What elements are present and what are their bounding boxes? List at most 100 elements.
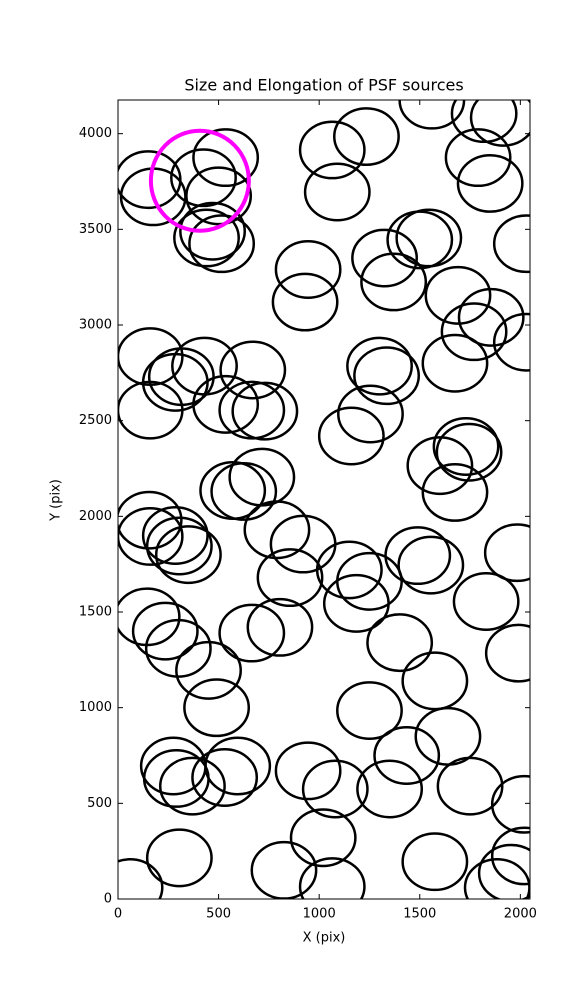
psf-ellipse (218, 380, 286, 440)
psf-ellipse (490, 826, 530, 886)
psf-ellipse (118, 380, 184, 440)
psf-ellipse (218, 603, 286, 663)
psf-ellipse (170, 148, 237, 208)
psf-ellipse (477, 843, 530, 899)
psf-ellipse (243, 500, 311, 560)
psf-ellipse (452, 572, 520, 631)
psf-ellipse (173, 208, 240, 268)
x-axis-label: X (pix) (303, 931, 346, 946)
psf-ellipse (274, 741, 342, 801)
psf-ellipse (414, 706, 482, 766)
psf-ellipse (315, 540, 383, 600)
psf-ellipse (490, 774, 530, 834)
psf-ellipse (333, 107, 400, 167)
plot-area (118, 100, 530, 899)
psf-ellipse (373, 726, 441, 785)
y-tick-label: 2000 (79, 509, 112, 524)
psf-ellipse (118, 587, 181, 647)
psf-ellipse (337, 384, 404, 444)
psf-ellipse (171, 336, 238, 396)
psf-ellipse (469, 100, 530, 147)
psf-ellipse (289, 808, 357, 868)
psf-ellipse (210, 461, 278, 521)
psf-ellipse (384, 526, 452, 586)
psf-ellipse (401, 651, 469, 711)
psf-ellipse (141, 505, 209, 565)
psf-ellipse (317, 406, 385, 466)
psf-ellipse (246, 597, 314, 657)
psf-ellipse (346, 336, 413, 396)
psf-ellipse (144, 618, 212, 678)
psf-ellipse (351, 228, 418, 288)
psf-ellipse (463, 858, 530, 899)
psf-ellipse (298, 120, 366, 180)
x-tick-label: 1000 (303, 907, 336, 922)
psf-ellipse (421, 462, 489, 522)
psf-ellipse (145, 828, 213, 888)
psf-ellipse (436, 756, 504, 816)
psf-ellipse (154, 525, 222, 585)
psf-ellipse (401, 832, 469, 892)
psf-ellipse (269, 514, 337, 574)
x-tick-label: 1500 (403, 907, 436, 922)
psf-ellipse (231, 381, 299, 441)
chart-title: Size and Elongation of PSF sources (184, 76, 463, 95)
psf-ellipse (188, 214, 256, 274)
psf-ellipse (185, 166, 253, 226)
psf-ellipse (424, 265, 492, 325)
psf-ellipse (183, 678, 251, 738)
psf-ellipse (432, 417, 500, 476)
psf-ellipse (271, 272, 339, 332)
psf-ellipse (457, 287, 525, 347)
psf-ellipse (435, 422, 503, 482)
psf-ellipse (366, 613, 434, 673)
psf-ellipse (118, 506, 184, 566)
y-tick-label: 2500 (79, 413, 112, 428)
x-tick-label: 0 (114, 907, 122, 922)
psf-ellipse (356, 759, 424, 819)
psf-ellipse (118, 858, 164, 899)
psf-ellipse (353, 346, 421, 406)
psf-ellipse (450, 100, 518, 144)
axes-frame (117, 99, 531, 900)
psf-ellipse (256, 548, 324, 608)
psf-ellipse (397, 535, 465, 595)
psf-ellipse (360, 252, 428, 312)
psf-ellipse (118, 490, 183, 550)
psf-ellipse (301, 759, 369, 819)
psf-ellipse (131, 601, 199, 661)
y-tick-label: 500 (87, 796, 112, 811)
psf-ellipse (444, 128, 512, 188)
psf-ellipse (204, 736, 272, 796)
psf-ellipse (483, 523, 530, 583)
y-axis-label: Y (pix) (49, 479, 64, 522)
psf-ellipse (386, 210, 454, 270)
psf-ellipse (484, 623, 530, 683)
psf-ellipse (440, 302, 508, 362)
psf-ellipse (298, 857, 366, 899)
y-tick-label: 0 (104, 892, 112, 907)
psf-ellipse (145, 516, 213, 576)
psf-ellipse (336, 551, 403, 611)
psf-ellipse (456, 153, 524, 213)
y-tick-label: 3500 (79, 222, 112, 237)
psf-ellipse (492, 312, 530, 372)
psf-ellipse (148, 128, 251, 233)
psf-ellipse (175, 640, 242, 700)
psf-ellipse (336, 681, 403, 741)
y-tick-label: 1500 (79, 605, 112, 620)
psf-ellipse (191, 748, 259, 807)
psf-ellipse (179, 201, 246, 261)
psf-ellipse (158, 756, 226, 816)
psf-ellipse (192, 374, 260, 434)
psf-ellipse (192, 128, 260, 188)
psf-ellipse (322, 573, 390, 633)
x-tick-label: 500 (206, 907, 231, 922)
psf-ellipse (303, 162, 371, 222)
psf-ellipse (274, 240, 342, 299)
y-tick-label: 1000 (79, 700, 112, 715)
x-tick-label: 2000 (504, 907, 537, 922)
psf-ellipse (492, 214, 530, 274)
